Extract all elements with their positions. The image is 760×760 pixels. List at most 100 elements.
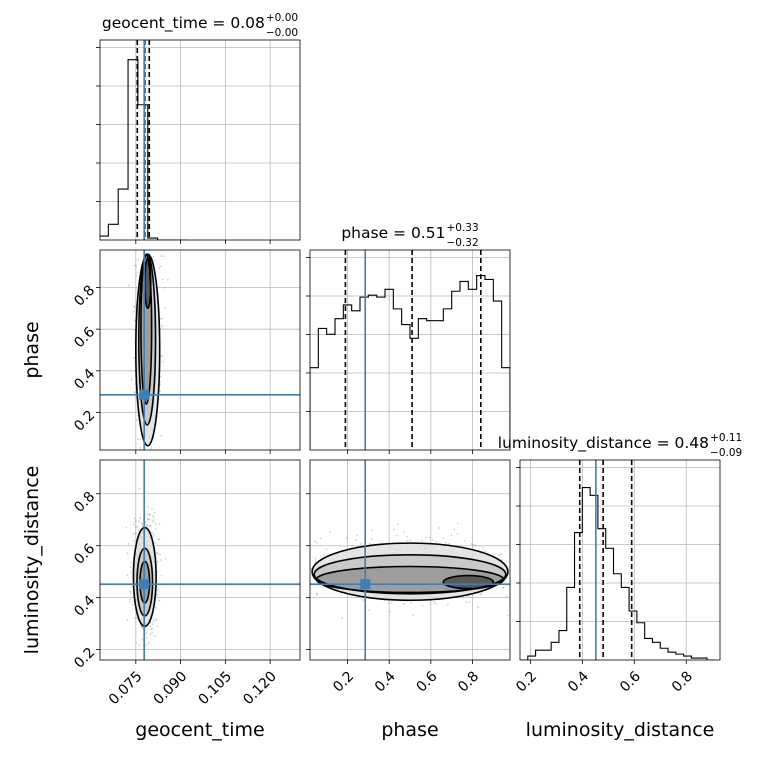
sample-point	[354, 539, 357, 542]
sample-point	[412, 614, 415, 616]
tick-label-y-phase: 0.6	[71, 324, 98, 351]
tick-label-x-phase: 0.2	[330, 668, 357, 695]
title-text-luminosity_distance: luminosity_distance = 0.48	[498, 434, 709, 453]
sample-point	[513, 549, 515, 551]
sample-point	[131, 596, 134, 599]
sample-point	[126, 619, 129, 622]
sample-point	[139, 447, 142, 449]
sample-point	[144, 243, 146, 245]
sample-point	[158, 538, 161, 541]
sample-point	[146, 637, 148, 639]
contour-line-2	[140, 253, 153, 405]
sample-point	[500, 553, 503, 555]
sample-point	[473, 543, 475, 546]
axis-label-x-geocent_time: geocent_time	[135, 719, 264, 741]
sample-point	[428, 536, 431, 539]
tick-label-y-luminosity_distance: 0.2	[71, 645, 98, 672]
panel-frame-luminosity_distance	[519, 459, 721, 661]
sample-point	[448, 542, 451, 545]
sample-point	[534, 589, 536, 591]
sample-point	[141, 487, 143, 489]
sample-point	[130, 571, 133, 574]
axis-label-x-luminosity_distance: luminosity_distance	[526, 719, 715, 741]
sample-point	[132, 523, 135, 526]
sample-point	[341, 616, 344, 619]
sample-point	[160, 574, 163, 577]
sample-point	[525, 571, 527, 573]
sample-point	[512, 555, 514, 557]
sample-point	[164, 557, 167, 560]
sample-point	[521, 588, 523, 590]
sample-point	[138, 458, 140, 460]
sample-point	[286, 565, 288, 567]
density-level-3	[443, 575, 494, 589]
sample-point	[144, 644, 147, 647]
sample-point	[158, 267, 161, 270]
sample-point	[389, 610, 392, 613]
sample-point	[397, 523, 400, 526]
sample-point	[132, 600, 135, 603]
sample-point	[277, 565, 279, 567]
sample-point	[133, 305, 136, 308]
sample-point	[133, 264, 136, 267]
sample-point	[248, 591, 250, 593]
sample-point	[146, 513, 149, 516]
sample-point	[130, 378, 133, 381]
sample-point	[161, 278, 164, 281]
sample-point	[465, 601, 467, 604]
sample-point	[126, 552, 129, 555]
tick-label-y-luminosity_distance: 0.4	[71, 593, 98, 620]
sample-point	[151, 627, 154, 630]
title-sub-luminosity_distance: −0.09	[710, 447, 742, 459]
sample-point	[140, 522, 143, 525]
sample-point	[261, 558, 263, 560]
sample-point	[424, 536, 427, 539]
sample-point	[470, 543, 473, 545]
sample-point	[453, 528, 456, 531]
sample-point	[475, 544, 477, 547]
panel-grid	[520, 460, 720, 660]
sample-point	[368, 542, 371, 545]
sample-point	[502, 586, 505, 589]
sample-point	[435, 540, 438, 543]
tick-label-x-geocent_time: 0.075	[106, 668, 146, 708]
sample-point	[290, 605, 292, 607]
sample-point	[522, 569, 524, 571]
sample-point	[163, 245, 165, 247]
contour-line-3	[442, 574, 495, 590]
sample-point	[135, 532, 138, 535]
sample-point	[390, 601, 393, 604]
sample-point	[160, 354, 162, 357]
sample-point	[164, 307, 166, 310]
sample-point	[158, 599, 161, 602]
sample-point	[135, 274, 138, 277]
sample-point	[149, 525, 152, 527]
sample-point	[133, 329, 136, 332]
sample-point	[285, 577, 287, 579]
sample-point	[156, 593, 159, 596]
axis-label-x-phase: phase	[381, 719, 438, 741]
sample-point	[153, 241, 155, 243]
sample-point	[513, 552, 515, 554]
sample-point	[139, 474, 141, 476]
sample-point	[130, 585, 133, 588]
sample-point	[152, 224, 154, 226]
sample-point	[293, 535, 295, 537]
sample-point	[148, 513, 151, 516]
sample-point	[161, 325, 164, 328]
sample-point	[161, 355, 164, 358]
sample-point	[274, 575, 276, 577]
sample-point	[370, 529, 373, 532]
sample-point	[289, 560, 291, 562]
sample-point	[323, 586, 326, 589]
sample-point	[506, 614, 509, 617]
sample-point	[141, 525, 144, 528]
axis-label-y-luminosity_distance: luminosity_distance	[21, 466, 43, 655]
sample-point	[131, 603, 134, 606]
sample-point	[135, 264, 137, 267]
sample-point	[153, 223, 155, 225]
tick-label-x-luminosity_distance: 0.2	[513, 668, 540, 695]
sample-point	[152, 235, 154, 237]
sample-point	[138, 520, 141, 523]
